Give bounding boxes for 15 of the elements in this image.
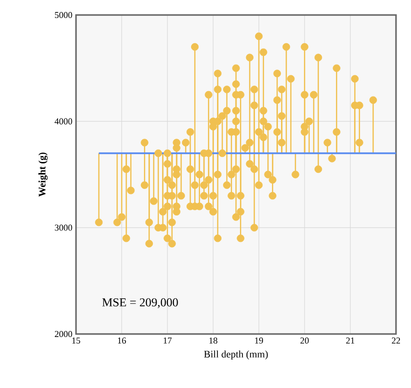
x-tick-label: 18 <box>209 338 218 344</box>
annotation: MSE = 209,000 <box>102 298 178 308</box>
y-tick-label: 2000 <box>54 330 72 338</box>
x-tick-label: 22 <box>392 338 400 344</box>
y-tick-label: 3000 <box>54 224 72 231</box>
y-axis-title: Weight (g) <box>38 152 48 197</box>
y-tick-label: 5000 <box>54 12 72 18</box>
x-tick-label: 19 <box>255 338 263 344</box>
x-tick-label: 20 <box>300 338 309 344</box>
x-tick-label: 17 <box>164 338 172 344</box>
x-axis-title: Bill depth (mm) <box>204 350 268 360</box>
x-tick-label: 21 <box>346 338 354 344</box>
x-tick-label: 15 <box>72 338 80 344</box>
x-tick-label: 16 <box>118 338 126 344</box>
y-tick-label: 4000 <box>54 118 72 124</box>
